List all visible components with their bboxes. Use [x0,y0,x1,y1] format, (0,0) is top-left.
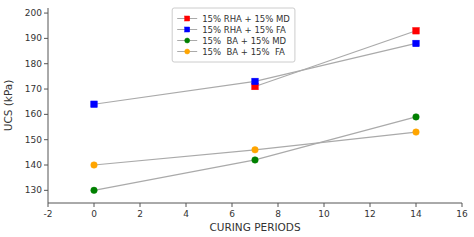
y-tick [44,13,48,14]
x-tick [462,203,463,207]
legend-marker [185,38,190,43]
y-tick-label: 130 [25,185,42,195]
x-tick [140,203,141,207]
point [91,162,98,169]
legend-label: 15% RHA + 15% FA [202,25,286,35]
y-tick [44,89,48,90]
legend-item: 15% RHA + 15% FA [177,25,286,35]
x-tick [324,203,325,207]
y-tick [44,114,48,115]
legend-label: 15% BA + 15% FA [202,47,285,57]
x-axis-line [48,203,462,204]
y-axis-line [48,8,49,203]
x-tick-label: 14 [410,209,422,219]
point [413,28,420,34]
y-tick-label: 150 [25,135,42,145]
plot-area [91,28,420,194]
y-tick [44,63,48,64]
chart: -2 0 2 4 6 8 10 12 14 16 130 140 150 160 170 180 190 200 C… [0,0,474,237]
y-tick [44,190,48,191]
point [252,157,259,164]
y-tick-label: 140 [25,160,42,170]
x-tick-label: -2 [44,209,53,219]
x-tick [48,203,49,207]
legend-label: 15% RHA + 15% MD [202,14,290,24]
point [252,147,259,154]
x-tick [278,203,279,207]
x-tick-label: 0 [91,209,97,219]
x-tick [370,203,371,207]
y-tick [44,38,48,39]
point [91,187,98,194]
legend-marker [185,16,190,21]
x-tick-label: 6 [229,209,235,219]
x-tick-label: 4 [183,209,189,219]
x-tick-label: 8 [275,209,281,219]
x-tick [186,203,187,207]
legend-item: 15% RHA + 15% MD [177,14,290,24]
legend-item: 15% BA + 15% FA [177,47,285,57]
x-tick-label: 2 [137,209,143,219]
axes: -2 0 2 4 6 8 10 12 14 16 130 140 150 160 170 180 190 200 [25,8,468,219]
y-tick-label: 200 [25,8,42,18]
y-axis-label: UCS (kPa) [2,80,14,132]
point [91,101,98,108]
legend-box [172,8,295,62]
series-line [94,43,416,104]
y-tick-label: 190 [25,33,42,43]
x-tick [94,203,95,207]
x-tick-label: 12 [364,209,375,219]
y-tick-label: 180 [25,59,42,69]
x-tick [416,203,417,207]
point [252,78,259,85]
y-tick [44,139,48,140]
x-axis-label: CURING PERIODS [209,221,300,233]
y-tick-label: 170 [25,84,42,94]
legend-marker [185,49,190,54]
x-tick-label: 10 [318,209,330,219]
x-tick-label: 16 [456,209,468,219]
legend-label: 15% BA + 15% MD [202,36,286,46]
lines [94,31,416,191]
series-line [94,132,416,165]
series-line [94,117,416,190]
markers [91,28,420,194]
point [413,129,420,136]
point [413,40,420,47]
x-tick [232,203,233,207]
point [413,114,420,121]
y-tick [44,165,48,166]
legend: 15% RHA + 15% MD15% RHA + 15% FA15% BA +… [172,8,295,62]
y-tick-label: 160 [25,109,42,119]
legend-marker [185,27,190,32]
legend-item: 15% BA + 15% MD [177,36,286,46]
